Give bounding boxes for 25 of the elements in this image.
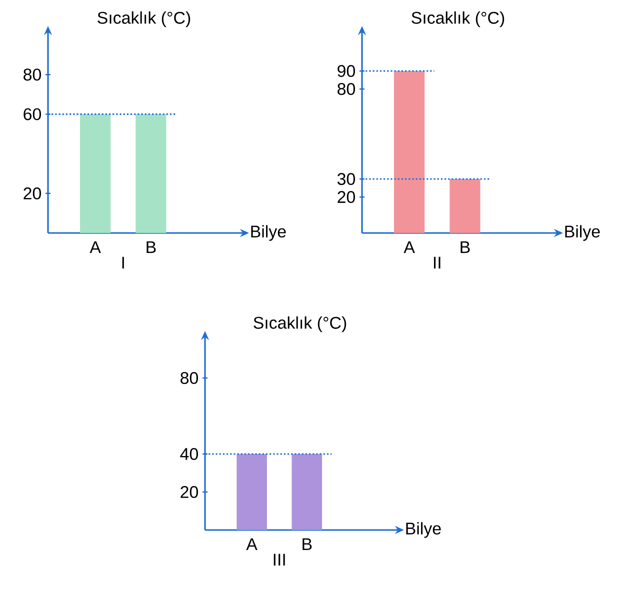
x-tick-label: A — [404, 241, 415, 253]
text: III — [274, 554, 285, 566]
y-tick-label: 20 — [338, 190, 356, 203]
x-tick-label: B — [302, 538, 312, 550]
y-tick-label: 30 — [337, 172, 356, 185]
x-tick-label: A — [246, 538, 258, 550]
y-tick-label: 90 — [338, 64, 356, 77]
y-axis-title: Sıcaklık (°C) — [254, 316, 346, 332]
y-axis-title: Sıcaklık (°C) — [98, 11, 190, 28]
text: II — [434, 256, 440, 269]
y-tick-label: 80 — [338, 82, 356, 95]
x-tick-label: B — [460, 241, 470, 253]
y-tick-label: 80 — [180, 372, 198, 384]
x-axis-title: Bilye — [406, 522, 441, 538]
x-axis-title: Bilye — [251, 225, 286, 241]
y-tick-label: 60 — [24, 108, 41, 120]
y-tick-label: 20 — [24, 187, 41, 200]
x-tick-label: A — [90, 241, 101, 253]
y-tick-label: 80 — [24, 68, 41, 81]
x-axis-title: Bilye — [565, 225, 600, 241]
x-tick-label: B — [146, 241, 156, 253]
y-tick-label: 20 — [180, 486, 198, 498]
text: I — [122, 256, 124, 269]
y-axis-title: Sıcaklık (°C) — [412, 11, 504, 28]
y-tick-label: 40 — [180, 448, 198, 460]
